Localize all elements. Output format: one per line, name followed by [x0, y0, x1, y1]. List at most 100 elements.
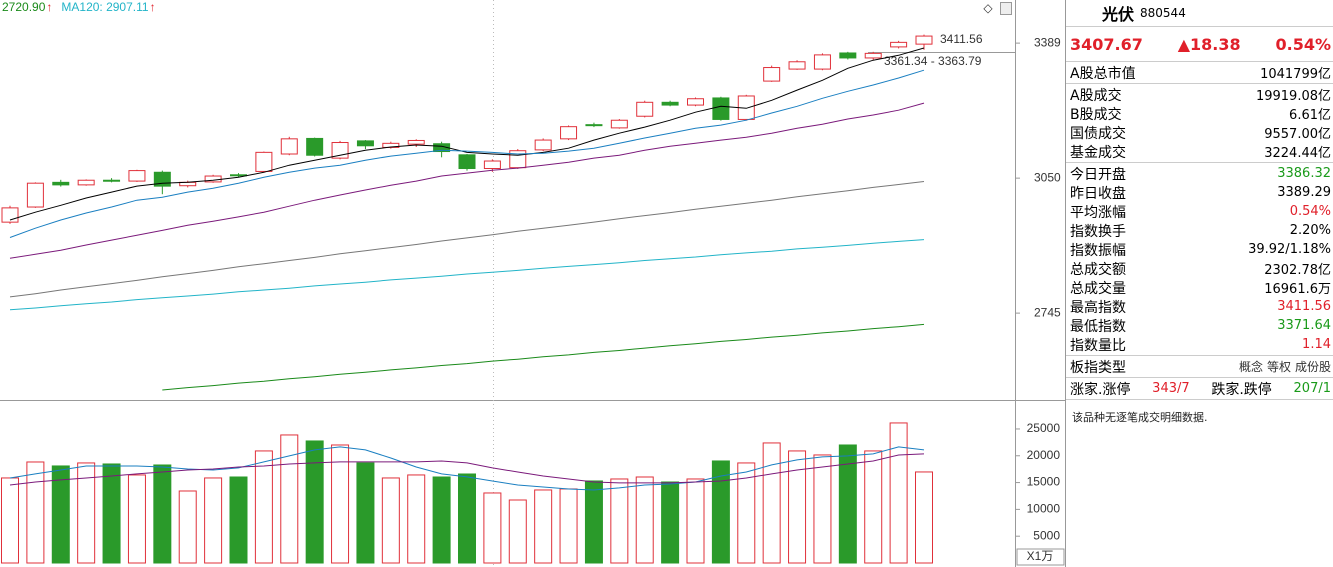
stat-value: 16961.6万 — [1264, 282, 1331, 297]
range-annotation: 3361.34 - 3363.79 — [884, 54, 982, 68]
volume-bar — [584, 480, 603, 564]
unit-box — [1016, 548, 1065, 566]
stat-row: 基金成交 3224.44亿 — [1066, 142, 1333, 162]
board-tag[interactable]: 成份股 — [1294, 360, 1331, 374]
candle-body — [77, 179, 95, 186]
volume-bar — [534, 489, 553, 564]
volume-bar — [356, 462, 375, 564]
stat-row: 今日开盘 3386.32 — [1066, 164, 1333, 183]
y-tick-label: 3050 — [1034, 170, 1061, 184]
stat-label: 最高指数 — [1070, 299, 1126, 316]
volume-bar — [864, 450, 883, 564]
stat-label: 总成交额 — [1070, 261, 1126, 278]
stat-row: 总成交量 16961.6万 — [1066, 278, 1333, 298]
stat-row: A股成交 19919.08亿 — [1066, 85, 1333, 105]
volume-bar — [915, 471, 933, 564]
board-tag[interactable]: 等权 — [1266, 360, 1291, 374]
volume-bar — [26, 461, 45, 564]
board-tag[interactable]: 概念 — [1238, 360, 1263, 374]
scroll-button[interactable] — [1000, 2, 1012, 15]
stat-row: 国债成交 9557.00亿 — [1066, 123, 1333, 143]
stat-label: 板指类型 — [1070, 359, 1126, 376]
y-tick-label: 15000 — [1027, 475, 1061, 489]
volume-bar — [737, 462, 756, 564]
candle-body — [356, 140, 374, 147]
stat-label: 国债成交 — [1070, 125, 1126, 142]
stat-label: 基金成交 — [1070, 144, 1126, 161]
stat-row: 指数振幅 39.92/1.18% — [1066, 240, 1333, 259]
icon-diamond[interactable]: ◇ — [983, 1, 993, 15]
ma-line — [9, 239, 925, 311]
candle-body — [255, 151, 273, 172]
stat-value: 3224.44亿 — [1264, 146, 1331, 161]
stat-label: A股成交 — [1070, 87, 1122, 104]
stat-label: 总成交量 — [1070, 280, 1126, 297]
y-tick-label: 3389 — [1034, 35, 1061, 49]
stat-value: 3389.29 — [1277, 185, 1331, 200]
ma-line — [9, 102, 925, 259]
y-tick-label: 2745 — [1034, 305, 1061, 319]
stat-label: 涨家.涨停 — [1070, 381, 1131, 398]
volume-bar — [381, 477, 400, 564]
stat-label: 指数量比 — [1070, 337, 1126, 354]
volume-bar — [51, 465, 70, 564]
candle-body — [915, 35, 933, 45]
volume-bar — [1, 477, 19, 564]
breadth-row: 涨家.涨停 343/7 跌家.跌停 207/1 — [1066, 379, 1333, 398]
candle-body — [103, 179, 121, 182]
volume-bar — [204, 477, 223, 564]
volume-bar — [331, 444, 350, 564]
candle-body — [331, 142, 349, 159]
candle-body — [280, 138, 298, 155]
candle-body — [610, 119, 628, 129]
volume-bar — [229, 476, 248, 564]
volume-bar — [280, 434, 299, 564]
stat-label: A股总市值 — [1070, 65, 1136, 82]
info-panel: 光伏 880544 3407.67 ▲18.38 0.54% A股总市值 1041799亿 A… — [1066, 0, 1333, 567]
candle-body — [483, 160, 501, 170]
candle-body — [890, 41, 908, 48]
candle-body — [763, 67, 781, 82]
candle-body — [813, 54, 831, 70]
panel-section: A股成交 19919.08亿 B股成交 6.61亿 国债成交 9557.00亿 基金成交 32… — [1066, 83, 1333, 162]
quote-row: 3407.67 ▲18.38 0.54% — [1066, 26, 1333, 61]
volume-bar — [178, 490, 197, 564]
candle-body — [661, 101, 679, 106]
volume-bar — [838, 444, 857, 564]
volume-bar — [635, 476, 654, 564]
stat-label: 指数换手 — [1070, 223, 1126, 240]
candle-body — [636, 101, 654, 117]
stat-row: 平均涨幅 0.54% — [1066, 202, 1333, 221]
volume-bar — [686, 478, 705, 564]
panel-section: 今日开盘 3386.32 昨日收盘 3389.29 平均涨幅 0.54% 指数换手 2.20%… — [1066, 162, 1333, 355]
chart-area: ◇ X1万 3411.56 3361.34 - 3363.79 2720.90 ↑… — [0, 0, 1066, 567]
stat-label: 最低指数 — [1070, 318, 1126, 335]
volume-bar — [559, 488, 578, 564]
candle-body — [306, 137, 324, 156]
volume-bar — [661, 481, 680, 564]
stat-label: B股成交 — [1070, 106, 1122, 123]
high-annotation: 3411.56 — [940, 32, 983, 46]
stat-row: 指数换手 2.20% — [1066, 221, 1333, 240]
candle-body — [433, 143, 451, 153]
legend-arrow: ↑ — [46, 0, 52, 14]
stat-value: 1.14 — [1302, 337, 1331, 352]
candle-body — [585, 124, 603, 127]
board-row: 板指类型 概念 等权 成份股 — [1066, 357, 1333, 376]
candle-body — [128, 170, 146, 182]
stat-label: 昨日收盘 — [1070, 185, 1126, 202]
unit-label: X1万 — [1027, 549, 1054, 563]
ma-line — [9, 69, 925, 238]
stat-row: 最低指数 3371.64 — [1066, 316, 1333, 335]
legend-text: MA120: 2907.11 — [61, 0, 149, 14]
volume-bar — [483, 492, 502, 564]
stat-row: 最高指数 3411.56 — [1066, 297, 1333, 316]
volume-bar — [508, 499, 527, 564]
index-code: 880544 — [1140, 6, 1186, 20]
ma-line — [9, 47, 925, 221]
stat-value: 3411.56 — [1277, 299, 1331, 314]
change: ▲18.38 — [1177, 34, 1241, 54]
candle-body — [407, 139, 425, 145]
stat-value: 6.61亿 — [1289, 108, 1331, 123]
stat-row: A股总市值 1041799亿 — [1066, 63, 1333, 83]
